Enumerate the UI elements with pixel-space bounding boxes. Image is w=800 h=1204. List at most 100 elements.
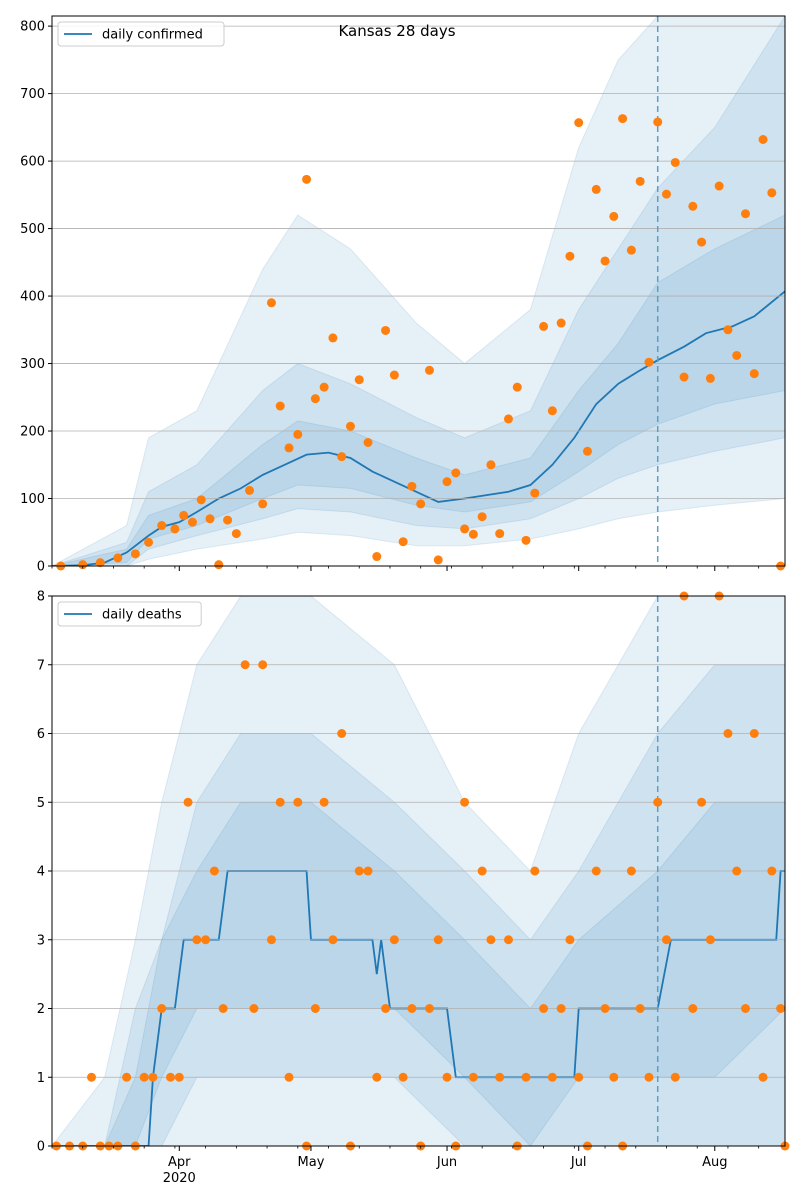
data-point [122,1072,132,1082]
data-point [477,866,487,876]
y-tick-label: 2 [37,1002,45,1017]
data-point [258,499,268,509]
data-point [635,176,645,186]
y-tick-label: 5 [37,796,45,811]
data-point [433,935,443,945]
data-point [635,1004,645,1013]
data-point [87,1072,97,1082]
data-point [565,251,575,261]
data-point [460,797,470,807]
data-point [653,797,663,807]
data-point [486,460,496,470]
data-point [670,1072,680,1082]
data-point [319,382,329,392]
data-point [582,446,592,456]
data-point [705,935,715,945]
data-point [372,1072,382,1082]
data-point [398,1072,408,1082]
legend-box [57,21,225,47]
data-point [697,237,707,247]
data-point [328,935,338,945]
data-point [398,537,408,547]
y-tick-label: 700 [20,87,45,102]
data-point [284,1072,294,1082]
data-point [196,495,206,505]
data-point [723,325,733,335]
data-point [767,866,777,876]
data-point [337,729,347,738]
data-point [302,174,312,184]
data-point [130,549,140,559]
plot-area [52,16,785,566]
data-point [95,558,105,568]
data-point [688,1004,698,1013]
y-tick-label: 0 [37,1140,45,1155]
data-point [166,1072,176,1082]
data-point [618,114,628,124]
data-point [758,1072,768,1082]
data-point [258,660,268,670]
data-point [157,1004,167,1013]
data-point [644,357,654,367]
data-point [372,552,382,562]
data-point [293,429,303,439]
chart-panel-1: 0 100 200 300 400 500 600 700 800 daily confirmed [20,15,786,575]
data-point [201,935,211,945]
data-point [337,452,347,462]
data-point [179,510,189,520]
legend-label: daily confirmed [102,28,203,43]
data-point [424,365,434,375]
data-point [240,660,250,670]
data-point [78,560,88,570]
data-point [275,797,285,807]
y-tick-label: 600 [20,155,45,170]
data-point [310,394,320,404]
data-point [530,488,540,498]
x-tick-label: Jul [570,1155,587,1170]
data-point [174,1072,184,1082]
x-tick-label: Apr [168,1155,191,1170]
legend: daily deaths [57,601,202,627]
data-point [477,512,487,522]
y-tick-label: 0 [37,560,45,575]
x-tick-label: May [298,1155,325,1170]
data-point [442,1072,452,1082]
y-tick-label: 400 [20,290,45,305]
data-point [144,537,154,547]
data-point [565,935,575,945]
data-point [591,184,601,194]
chart-title: Kansas 28 days [338,22,455,40]
data-point [407,1004,417,1013]
data-point [495,1072,505,1082]
data-point [310,1004,320,1013]
data-point [209,866,219,876]
y-tick-label: 8 [37,590,45,605]
data-point [416,499,426,509]
data-point [249,1004,259,1013]
data-point [245,485,255,495]
data-point [139,1072,149,1082]
data-point [170,524,180,534]
y-tick-label: 4 [37,865,45,880]
data-point [381,325,391,335]
data-point [644,1072,654,1082]
data-point [354,375,364,385]
data-point [574,118,584,128]
data-point [776,1004,786,1013]
data-point [187,517,197,527]
data-point [539,321,549,331]
data-point [319,797,329,807]
data-point [113,553,123,563]
data-point [591,866,601,876]
data-point [381,1004,391,1013]
x-tick-label: Aug [702,1155,727,1170]
data-point [183,797,193,807]
data-point [547,1072,557,1082]
data-point [223,515,233,525]
data-point [626,866,636,876]
data-point [407,481,417,491]
data-point [328,333,338,343]
data-point [451,468,461,478]
y-tick-label: 100 [20,492,45,507]
